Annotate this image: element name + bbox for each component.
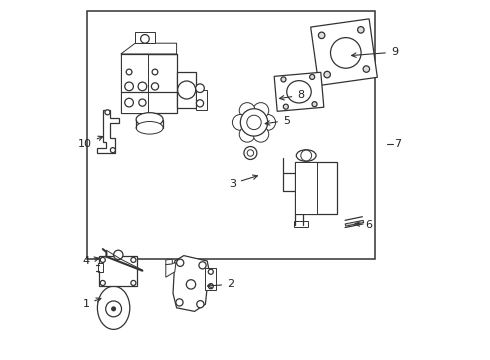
Text: 10: 10: [78, 136, 103, 149]
Circle shape: [312, 102, 317, 107]
Circle shape: [196, 84, 204, 93]
Ellipse shape: [287, 81, 311, 103]
Circle shape: [197, 301, 204, 308]
Circle shape: [208, 284, 213, 289]
Circle shape: [253, 126, 269, 142]
Text: 4: 4: [82, 256, 99, 266]
Circle shape: [100, 257, 105, 262]
Polygon shape: [121, 43, 176, 54]
Circle shape: [126, 69, 132, 75]
Bar: [87, 11, 374, 259]
Circle shape: [240, 109, 268, 136]
Polygon shape: [166, 263, 176, 277]
Circle shape: [247, 115, 261, 130]
Circle shape: [318, 32, 325, 39]
Circle shape: [239, 126, 255, 142]
Circle shape: [260, 114, 275, 130]
Circle shape: [151, 83, 159, 90]
Polygon shape: [345, 220, 364, 226]
Ellipse shape: [136, 113, 163, 126]
Circle shape: [125, 98, 133, 107]
Circle shape: [139, 99, 146, 106]
Circle shape: [208, 269, 213, 274]
Polygon shape: [166, 259, 172, 265]
Circle shape: [141, 35, 149, 43]
Bar: [121, 54, 148, 113]
Circle shape: [310, 75, 315, 80]
Circle shape: [125, 82, 133, 91]
Text: 7: 7: [394, 139, 402, 149]
Text: 3: 3: [229, 175, 257, 189]
Circle shape: [186, 280, 196, 289]
Text: 6: 6: [355, 220, 373, 230]
Polygon shape: [173, 256, 209, 311]
Circle shape: [239, 103, 255, 118]
Circle shape: [283, 104, 289, 109]
Circle shape: [324, 71, 330, 78]
Circle shape: [301, 150, 312, 161]
Text: 1: 1: [82, 298, 101, 309]
Circle shape: [176, 299, 183, 306]
Polygon shape: [274, 72, 324, 111]
Circle shape: [232, 114, 248, 130]
Circle shape: [131, 280, 136, 285]
Bar: [99, 256, 137, 286]
Ellipse shape: [296, 150, 316, 161]
Text: 9: 9: [352, 47, 398, 57]
Bar: [121, 54, 176, 113]
Polygon shape: [98, 110, 119, 153]
Circle shape: [152, 69, 158, 75]
Ellipse shape: [136, 122, 163, 134]
Circle shape: [176, 259, 184, 266]
Bar: [295, 162, 317, 214]
Circle shape: [281, 77, 286, 82]
Circle shape: [247, 150, 254, 156]
Circle shape: [100, 280, 105, 285]
Circle shape: [131, 257, 136, 262]
Circle shape: [358, 27, 364, 33]
Circle shape: [111, 307, 116, 311]
Circle shape: [178, 81, 196, 99]
Text: 8: 8: [280, 90, 304, 100]
Circle shape: [253, 103, 269, 118]
Bar: [295, 162, 337, 214]
Circle shape: [114, 250, 123, 260]
Bar: [176, 72, 196, 108]
Circle shape: [196, 100, 204, 107]
Circle shape: [244, 147, 257, 159]
Ellipse shape: [98, 286, 130, 329]
Polygon shape: [205, 268, 216, 290]
Bar: [196, 90, 207, 110]
Circle shape: [363, 66, 369, 72]
Circle shape: [138, 82, 147, 91]
Circle shape: [105, 110, 110, 115]
Polygon shape: [311, 19, 377, 86]
Text: 2: 2: [208, 279, 234, 289]
Circle shape: [110, 148, 116, 153]
Bar: [294, 221, 308, 227]
Bar: [98, 263, 103, 272]
Text: 5: 5: [265, 116, 290, 126]
Circle shape: [199, 262, 206, 269]
Ellipse shape: [330, 38, 361, 68]
Bar: [135, 32, 155, 43]
Circle shape: [106, 301, 122, 317]
